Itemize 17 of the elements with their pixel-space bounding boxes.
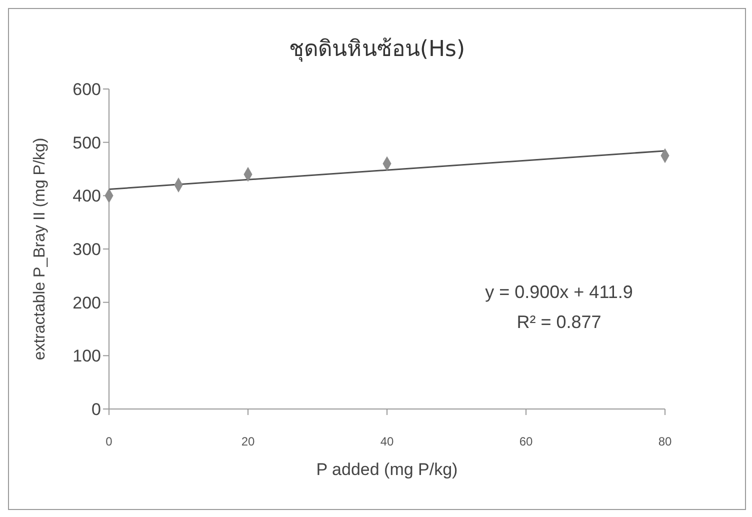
x-tick-label: 80: [658, 434, 672, 449]
annotation: R² = 0.877: [516, 311, 602, 334]
x-tick-label: 60: [519, 434, 533, 449]
y-tick-label: 600: [72, 80, 101, 100]
x-tick-label: 20: [241, 434, 255, 449]
x-tick-label: 40: [380, 434, 394, 449]
x-axis-title: P added (mg P/kg): [316, 460, 458, 479]
y-tick-label: 100: [72, 346, 101, 366]
x-tick-label: 0: [106, 434, 113, 449]
y-axis-title: extractable P_Bray II (mg P/kg): [32, 138, 49, 360]
y-tick-label: 0: [92, 400, 101, 420]
y-tick-label: 300: [72, 240, 101, 260]
chart-title: ชุดดินหินซ้อน(Hs): [288, 36, 466, 64]
y-tick-label: 400: [72, 186, 101, 206]
y-tick-label: 500: [72, 133, 101, 152]
y-tick-label: 200: [72, 293, 101, 312]
annotation: y = 0.900x + 411.9: [484, 281, 634, 304]
